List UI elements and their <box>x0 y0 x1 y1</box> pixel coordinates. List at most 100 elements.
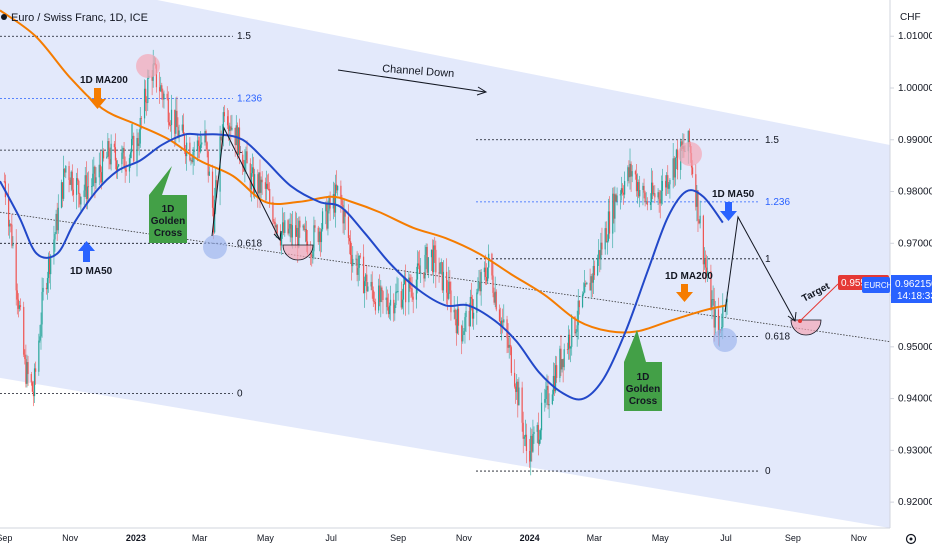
candle <box>621 183 624 196</box>
candle <box>605 221 607 243</box>
fib-label-left-0: 1.5 <box>237 31 251 42</box>
candle <box>98 152 100 186</box>
symbol-title[interactable]: Euro / Swiss Franc, 1D, ICE <box>11 12 148 24</box>
price-tick-label: 1.010000 <box>898 31 932 42</box>
fib-label-right-2: 1 <box>765 254 771 265</box>
candle <box>416 250 419 294</box>
candle <box>524 419 526 447</box>
candle <box>357 253 359 287</box>
candle <box>139 107 141 148</box>
ma50-label-right: 1D MA50 <box>712 189 755 200</box>
candle <box>56 202 58 242</box>
candle <box>380 280 382 318</box>
candle <box>577 289 579 340</box>
candle <box>675 148 677 170</box>
candle <box>657 188 659 205</box>
candle <box>498 304 501 323</box>
candle <box>206 141 208 158</box>
candle <box>352 246 354 273</box>
candle <box>499 307 502 335</box>
candle <box>509 337 511 356</box>
candle <box>424 245 426 282</box>
candle <box>516 373 518 400</box>
candle <box>503 304 505 327</box>
candle <box>491 252 493 280</box>
candle <box>408 271 410 315</box>
candle <box>483 261 485 281</box>
candle <box>492 262 494 298</box>
candle <box>571 314 573 356</box>
candle <box>54 231 56 252</box>
candle <box>244 149 246 183</box>
candle <box>3 172 5 184</box>
candle <box>453 296 455 320</box>
candle <box>507 323 509 353</box>
candle <box>343 198 345 235</box>
candle <box>38 333 40 376</box>
candle <box>493 287 495 305</box>
candle <box>182 113 184 135</box>
candle <box>643 178 645 199</box>
candle <box>31 380 33 393</box>
candle <box>334 174 337 228</box>
candle <box>659 189 661 219</box>
candle <box>68 161 70 193</box>
candle <box>576 310 578 347</box>
candle <box>326 196 328 231</box>
candle <box>9 219 11 239</box>
candle <box>586 281 588 285</box>
candle <box>204 120 206 146</box>
candle <box>205 129 207 150</box>
ma200-arrow-left <box>89 88 106 109</box>
candle <box>627 165 629 187</box>
candle <box>711 290 713 320</box>
last-price-tag[interactable]: EURCHF 0.962150 14:18:33 <box>862 275 932 303</box>
candle <box>703 247 706 270</box>
candle <box>46 271 49 300</box>
candle <box>394 302 396 321</box>
candle <box>79 192 81 208</box>
candle <box>589 268 591 291</box>
candle <box>530 427 532 476</box>
candle <box>53 225 55 265</box>
candle <box>463 327 465 336</box>
candle <box>208 166 210 177</box>
time-tick-label: Sep <box>390 533 406 543</box>
candle <box>61 181 64 208</box>
candle <box>257 169 259 208</box>
candle <box>639 175 641 208</box>
candle <box>11 214 13 249</box>
candle <box>359 253 361 259</box>
candle <box>260 176 262 199</box>
candle <box>506 315 508 354</box>
settings-icon[interactable] <box>898 531 924 548</box>
ma200-line <box>0 9 727 334</box>
candle <box>395 283 397 308</box>
candle <box>592 259 594 295</box>
candle <box>521 381 523 432</box>
time-axis[interactable]: Sep Nov 2023 Mar May Jul Sep Nov 2024 Mar May Jul Se… <box>0 527 890 543</box>
candle <box>649 193 652 211</box>
candle <box>532 419 534 454</box>
candle <box>622 185 625 205</box>
candle <box>197 136 200 159</box>
candle <box>299 216 301 238</box>
candle <box>654 185 656 204</box>
candle <box>644 190 646 207</box>
ma50-arrow-right <box>720 202 737 221</box>
candle <box>653 185 655 197</box>
candle <box>613 187 615 224</box>
candle <box>472 299 475 330</box>
candle <box>161 82 163 100</box>
candle <box>314 219 316 233</box>
candle <box>442 260 444 302</box>
candle <box>49 251 51 284</box>
candle <box>8 183 10 236</box>
candle <box>585 280 587 287</box>
